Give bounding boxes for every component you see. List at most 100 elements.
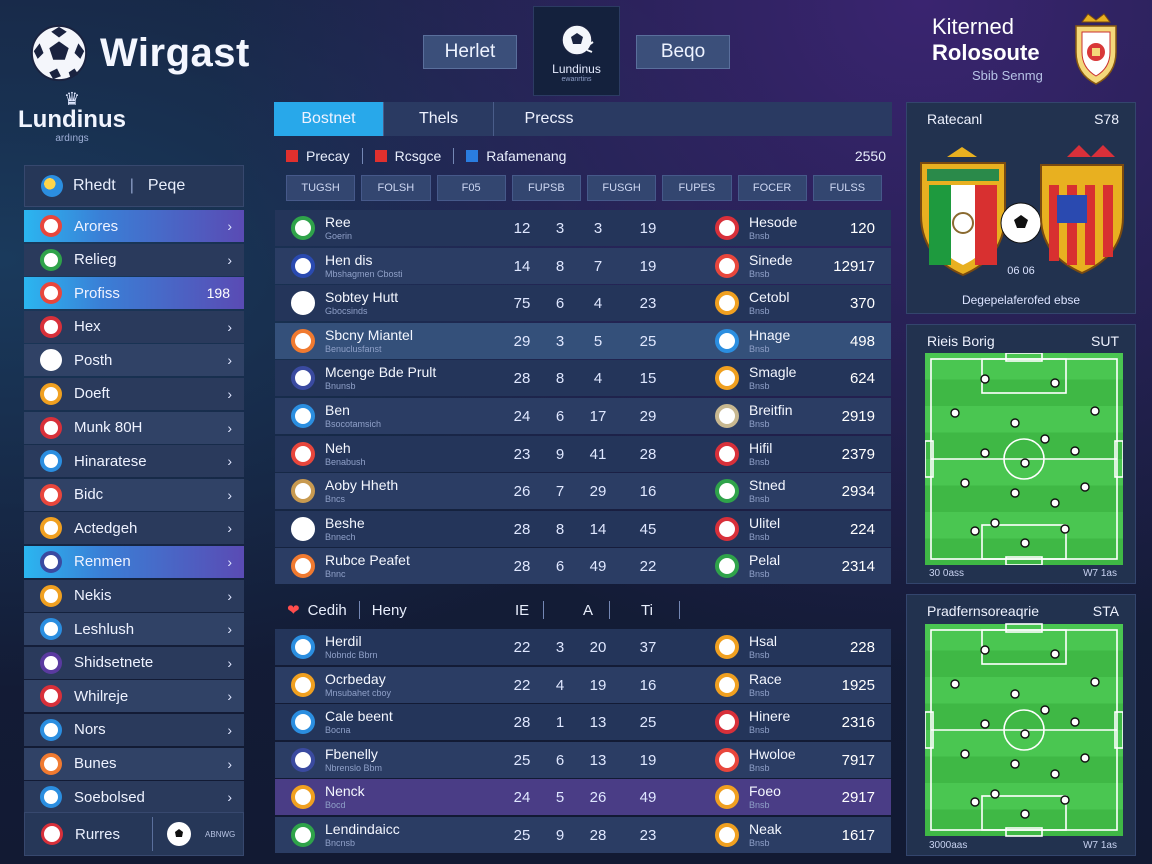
legend-swatch-red [374,150,387,162]
opponent-name[interactable]: Stned [749,477,786,494]
opponent-subtitle: Bnsb [749,837,770,848]
soccer-pitch[interactable] [925,353,1123,565]
legend-label[interactable]: Rcsgce [394,148,442,164]
table-row[interactable]: Sobtey Hutt Gbocsinds 75 6 4 23 Cetobl Bnsb 370 [275,285,891,322]
sidebar-item[interactable]: Nekis › [24,579,244,612]
sidebar-item[interactable]: Bunes › [24,747,244,780]
table-row[interactable]: Ree Goerin 12 3 3 19 Hesode Bnsb 120 [275,210,891,246]
opponent-name[interactable]: Hnage [749,326,791,343]
league-emblem[interactable]: Lundinus ewanrtins [533,6,620,96]
sidebar-item[interactable]: Bidc › [24,478,244,511]
opponent-name[interactable]: Race [749,670,782,687]
column-header[interactable]: FOCER [737,175,807,201]
tab-precss[interactable]: Precss [524,110,574,127]
table-row[interactable]: Hen dis Mbshagmen Cbosti 14 8 7 19 Sinede Bnsb 1… [275,247,891,284]
table-row[interactable]: Mcenge Bde Prult Bnunsb 28 8 4 15 Smagle Bnsb 62… [275,360,891,397]
column-header[interactable]: FUSGH [587,175,657,201]
match-panel[interactable]: Ratecanl S78 06 06 Degepelaferofed ebse [906,102,1136,314]
table-row[interactable]: Nenck Bocd 24 5 26 49 Foeo Bnsb 2917 [275,779,891,816]
opponent-name[interactable]: Hsal [749,633,778,649]
opponent-name[interactable]: Hesode [749,214,798,230]
table-row[interactable]: Neh Benabush 23 9 41 28 Hifil Bnsb 2379 [275,435,891,472]
sidebar-item[interactable]: Posth › [24,344,244,377]
pitch-panel-1[interactable]: Rieis Borig SUT 30 0ass W7 1as [906,324,1136,584]
header-button-right[interactable]: Beqo [636,35,730,69]
team-name[interactable]: Fbenelly [325,745,378,762]
sidebar-item[interactable]: Soebolsed › [24,781,244,814]
section-left[interactable]: Cedih [307,601,347,619]
team-name[interactable]: Rubce Peafet [325,552,410,569]
royal-crest-icon[interactable] [1068,8,1124,88]
pitch-panel-2[interactable]: Pradfernsoreaqrie STA 3000aas W7 1as [906,594,1136,856]
sidebar-header-right[interactable]: Peqe [147,177,186,194]
brand-logo[interactable]: Wirgast [28,18,258,88]
column-header[interactable]: FUPES [662,175,732,201]
sidebar-header-left[interactable]: Rhedt [73,177,116,194]
sidebar-item[interactable]: Whilreje › [24,680,244,713]
table-row[interactable]: Ben Bsocotamsich 24 6 17 29 Breitfin Bnsb 2919 [275,397,891,434]
table-row[interactable]: Lendindaicc Bncnsb 25 9 28 23 Neak Bnsb 1617 [275,816,891,853]
opponent-name[interactable]: Neak [749,820,782,837]
team-name[interactable]: Hen dis [325,251,373,268]
column-header[interactable]: FUPSB [511,175,581,201]
sidebar-item[interactable]: Renmen › [24,545,244,578]
opponent-name[interactable]: Ulitel [749,514,781,531]
team-name[interactable]: Lendindaicc [325,820,400,837]
opponent-name[interactable]: Hifil [749,439,773,456]
opponent-name[interactable]: Hwoloe [749,745,796,762]
tab-bostnet[interactable]: Bostnet [274,102,384,136]
opponent-name[interactable]: Hinere [749,708,791,725]
tab-thels[interactable]: Thels [384,102,494,136]
sidebar-item[interactable]: Leshlush › [24,613,244,646]
opponent-name[interactable]: Cetobl [749,289,790,306]
sidebar-item[interactable]: Profiss 198 [24,277,244,310]
table-row[interactable]: Herdil Nobndc Bbrn 22 3 20 37 Hsal Bnsb 228 [275,629,891,665]
table-row[interactable]: Aoby Hheth Bncs 26 7 29 16 Stned Bnsb 2934 [275,473,891,510]
sidebar-item[interactable]: Doeft › [24,377,244,410]
column-header[interactable]: F05 [436,175,506,201]
table-row[interactable]: Cale beent Bocna 28 1 13 25 Hinere Bnsb 2316 [275,704,891,741]
legend-label[interactable]: Precay [306,148,350,164]
sidebar-item[interactable]: Nors › [24,713,244,746]
table-row[interactable]: Ocrbeday Mnsubahet cboy 22 4 19 16 Race Bnsb 192… [275,666,891,703]
team-name[interactable]: Neh [325,439,351,456]
soccer-pitch[interactable] [925,623,1123,837]
table-row[interactable]: Fbenelly Nbrenslo Bbm 25 6 13 19 Hwoloe Bnsb 791… [275,741,891,778]
emblem-name: Lundinus [552,61,601,76]
sidebar-header[interactable]: Rhedt | Peqe [24,165,244,207]
column-header[interactable]: FOLSH [361,175,431,201]
team-name[interactable]: Sobtey Hutt [325,289,399,306]
team-name[interactable]: Nenck [325,783,365,800]
opponent-name[interactable]: Breitfin [749,401,793,418]
table-row[interactable]: Rubce Peafet Bnnc 28 6 49 22 Pelal Bnsb 2314 [275,548,891,585]
opponent-name[interactable]: Sinede [749,251,793,268]
team-name[interactable]: Ben [325,401,350,418]
team-name[interactable]: Sbcny Miantel [325,326,413,343]
team-name[interactable]: Herdil [325,633,362,649]
opponent-name[interactable]: Pelal [749,552,781,569]
team-name[interactable]: Mcenge Bde Prult [325,364,437,381]
team-name[interactable]: Ocrbeday [325,670,386,687]
sidebar-item[interactable]: Munk 80H › [24,411,244,444]
table-row[interactable]: Beshe Bnnech 28 8 14 45 Ulitel Bnsb 224 [275,510,891,547]
sidebar-item[interactable]: Hex › [24,310,244,343]
team-name[interactable]: Ree [325,214,351,230]
column-header[interactable]: FULSS [812,175,882,201]
opponent-name[interactable]: Smagle [749,364,797,381]
sidebar-item[interactable]: Actedgeh › [24,512,244,545]
team-name[interactable]: Cale beent [325,708,393,725]
section-mid[interactable]: Heny [371,601,407,619]
team-name[interactable]: Aoby Hheth [325,477,399,494]
team-subtitle: Bnnc [325,569,346,580]
sidebar-item[interactable]: Relieg › [24,243,244,276]
header-button-left[interactable]: Herlet [423,35,517,69]
table-row[interactable]: Sbcny Miantel Benuclusfanst 29 3 5 25 Hnage Bns… [275,322,891,359]
legend-label[interactable]: Rafamenang [486,148,567,164]
team-name[interactable]: Beshe [325,514,365,531]
sidebar-item[interactable]: Arores › [24,210,244,242]
column-header[interactable]: TUGSH [286,175,356,201]
opponent-name[interactable]: Foeo [749,783,781,800]
sidebar-footer[interactable]: Rurres ABNWG [24,812,244,856]
sidebar-item[interactable]: Hinaratese › [24,445,244,478]
sidebar-item[interactable]: Shidsetnete › [24,646,244,679]
